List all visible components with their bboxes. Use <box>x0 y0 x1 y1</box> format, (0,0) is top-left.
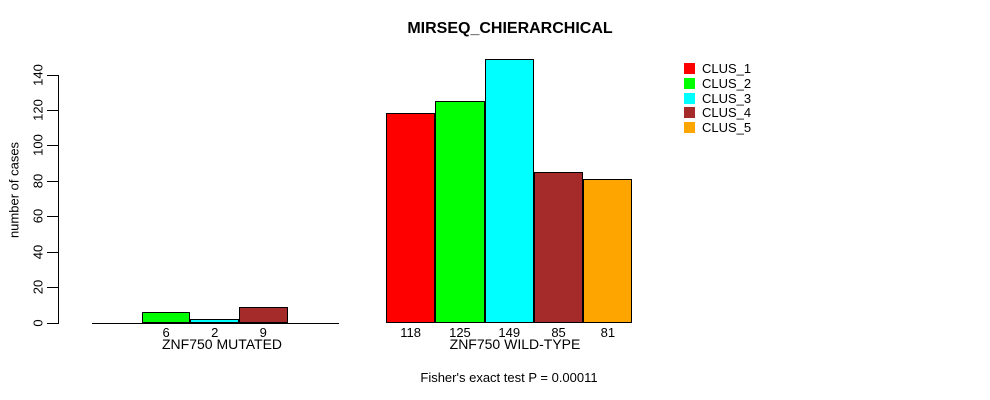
group-label: ZNF750 WILD-TYPE <box>449 336 581 352</box>
legend-item: CLUS_4 <box>684 105 752 121</box>
y-tick <box>47 216 58 218</box>
bar-value-label: 2 <box>211 325 219 340</box>
y-tick <box>47 109 58 111</box>
bar-value-label: 125 <box>449 325 471 340</box>
bar-clus_2 <box>435 101 485 324</box>
bar-value-label: 81 <box>600 325 616 340</box>
y-tick-label: 60 <box>30 208 46 224</box>
y-tick <box>47 180 58 182</box>
bar-value-label: 118 <box>400 325 422 340</box>
fisher-test-note: Fisher's exact test P = 0.00011 <box>420 370 598 385</box>
legend-item: CLUS_2 <box>684 75 752 91</box>
bar-clus_2 <box>141 311 191 324</box>
legend-item: CLUS_3 <box>684 90 752 106</box>
y-tick-label: 140 <box>30 63 46 86</box>
bar-clus_3 <box>190 318 239 324</box>
y-tick <box>47 287 58 289</box>
y-axis-title: number of cases <box>6 141 22 239</box>
y-axis-line <box>58 74 59 324</box>
legend-swatch-icon <box>684 92 695 104</box>
chart-title: MIRSEQ_CHIERARCHICAL <box>407 20 613 37</box>
legend-item-label: CLUS_4 <box>702 105 752 121</box>
legend-item-label: CLUS_3 <box>702 90 752 106</box>
bar-clus_4 <box>239 306 288 324</box>
group-label: ZNF750 MUTATED <box>161 336 283 352</box>
y-tick-label: 80 <box>30 173 46 189</box>
legend-item-label: CLUS_1 <box>702 61 752 76</box>
bar-value-label: 9 <box>259 325 267 340</box>
y-tick <box>47 145 58 147</box>
legend-item: CLUS_1 <box>684 61 752 76</box>
y-tick <box>47 74 58 76</box>
bar-value-label: 6 <box>162 325 170 340</box>
y-tick-label: 20 <box>30 279 46 295</box>
bar-clus_4 <box>533 171 584 324</box>
y-tick-label: 40 <box>30 244 46 259</box>
y-tick-label: 100 <box>30 134 46 157</box>
legend-swatch-icon <box>684 122 695 134</box>
y-tick-label: 120 <box>30 99 46 121</box>
legend-item: CLUS_5 <box>684 120 752 136</box>
y-tick <box>47 322 58 324</box>
legend-swatch-icon <box>684 63 695 74</box>
legend-swatch-icon <box>684 77 695 89</box>
bar-clus_1 <box>386 113 436 324</box>
bar-value-label: 85 <box>551 325 566 340</box>
y-tick-label: 0 <box>30 318 46 327</box>
legend-swatch-icon <box>684 107 695 119</box>
bar-value-label: 149 <box>498 325 521 340</box>
legend-item-label: CLUS_2 <box>702 75 752 91</box>
bar-clus_5 <box>583 179 633 324</box>
legend-item-label: CLUS_5 <box>702 120 752 136</box>
bar-clus_3 <box>484 58 534 324</box>
y-tick <box>47 251 58 253</box>
